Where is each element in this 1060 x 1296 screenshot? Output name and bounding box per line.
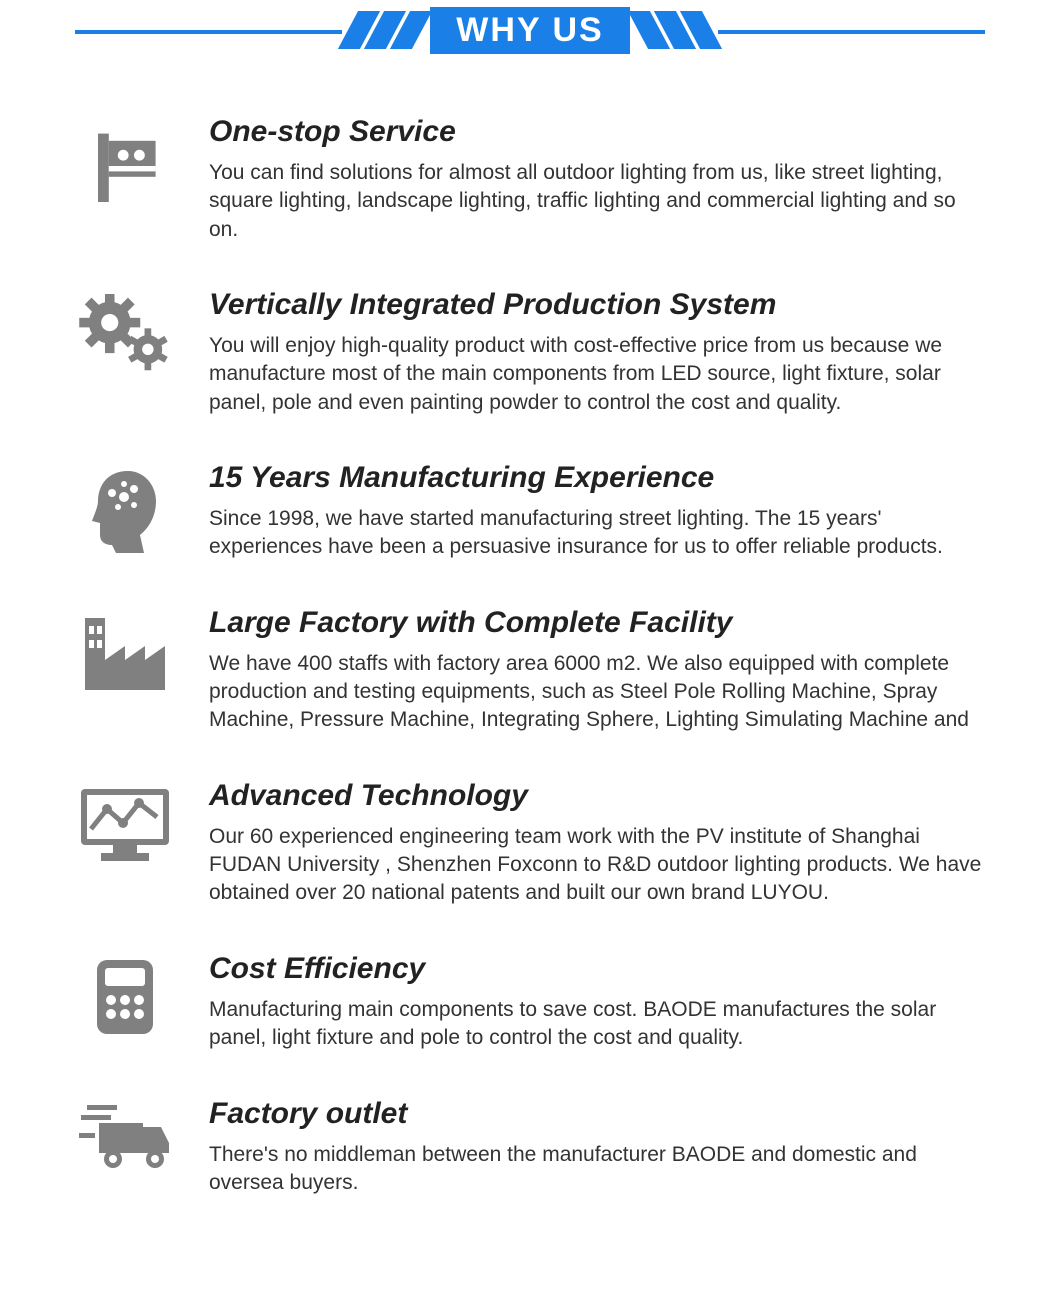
feature-description: Our 60 experienced engineering team work… [209,823,985,908]
monitor-chart-icon [75,779,175,863]
feature-item: Vertically Integrated Production System Y… [75,288,985,417]
header-stripes-left [348,11,422,49]
feature-title: Factory outlet [209,1097,985,1131]
feature-item: Advanced Technology Our 60 experienced en… [75,779,985,908]
truck-icon [75,1097,175,1173]
feature-body: Advanced Technology Our 60 experienced en… [209,779,985,908]
section-header: WHY US [75,0,985,60]
feature-title: One-stop Service [209,115,985,149]
feature-body: 15 Years Manufacturing Experience Since 1… [209,461,985,562]
feature-description: Manufacturing main components to save co… [209,996,985,1053]
feature-description: You can find solutions for almost all ou… [209,159,985,244]
gears-icon [75,288,175,376]
feature-title: Cost Efficiency [209,952,985,986]
billboard-icon [75,115,175,211]
feature-title: Advanced Technology [209,779,985,813]
header-center: WHY US [342,7,717,54]
feature-body: Factory outlet There's no middleman betwe… [209,1097,985,1198]
feature-item: One-stop Service You can find solutions f… [75,115,985,244]
features-list: One-stop Service You can find solutions f… [75,115,985,1197]
feature-description: We have 400 staffs with factory area 600… [209,650,985,735]
feature-item: Cost Efficiency Manufacturing main compon… [75,952,985,1053]
page-root: WHY US One-stop Service You can find solu… [0,0,1060,1281]
factory-icon [75,606,175,694]
section-title: WHY US [430,7,629,54]
feature-body: Cost Efficiency Manufacturing main compon… [209,952,985,1053]
calculator-icon [75,952,175,1036]
feature-item: Factory outlet There's no middleman betwe… [75,1097,985,1198]
feature-item: 15 Years Manufacturing Experience Since 1… [75,461,985,562]
feature-item: Large Factory with Complete Facility We h… [75,606,985,735]
feature-body: One-stop Service You can find solutions f… [209,115,985,244]
feature-body: Vertically Integrated Production System Y… [209,288,985,417]
feature-body: Large Factory with Complete Facility We h… [209,606,985,735]
head-gears-icon [75,461,175,553]
feature-description: You will enjoy high-quality product with… [209,332,985,417]
feature-description: There's no middleman between the manufac… [209,1141,985,1198]
feature-title: 15 Years Manufacturing Experience [209,461,985,495]
header-stripes-right [638,11,712,49]
feature-description: Since 1998, we have started manufacturin… [209,505,985,562]
feature-title: Large Factory with Complete Facility [209,606,985,640]
feature-title: Vertically Integrated Production System [209,288,985,322]
